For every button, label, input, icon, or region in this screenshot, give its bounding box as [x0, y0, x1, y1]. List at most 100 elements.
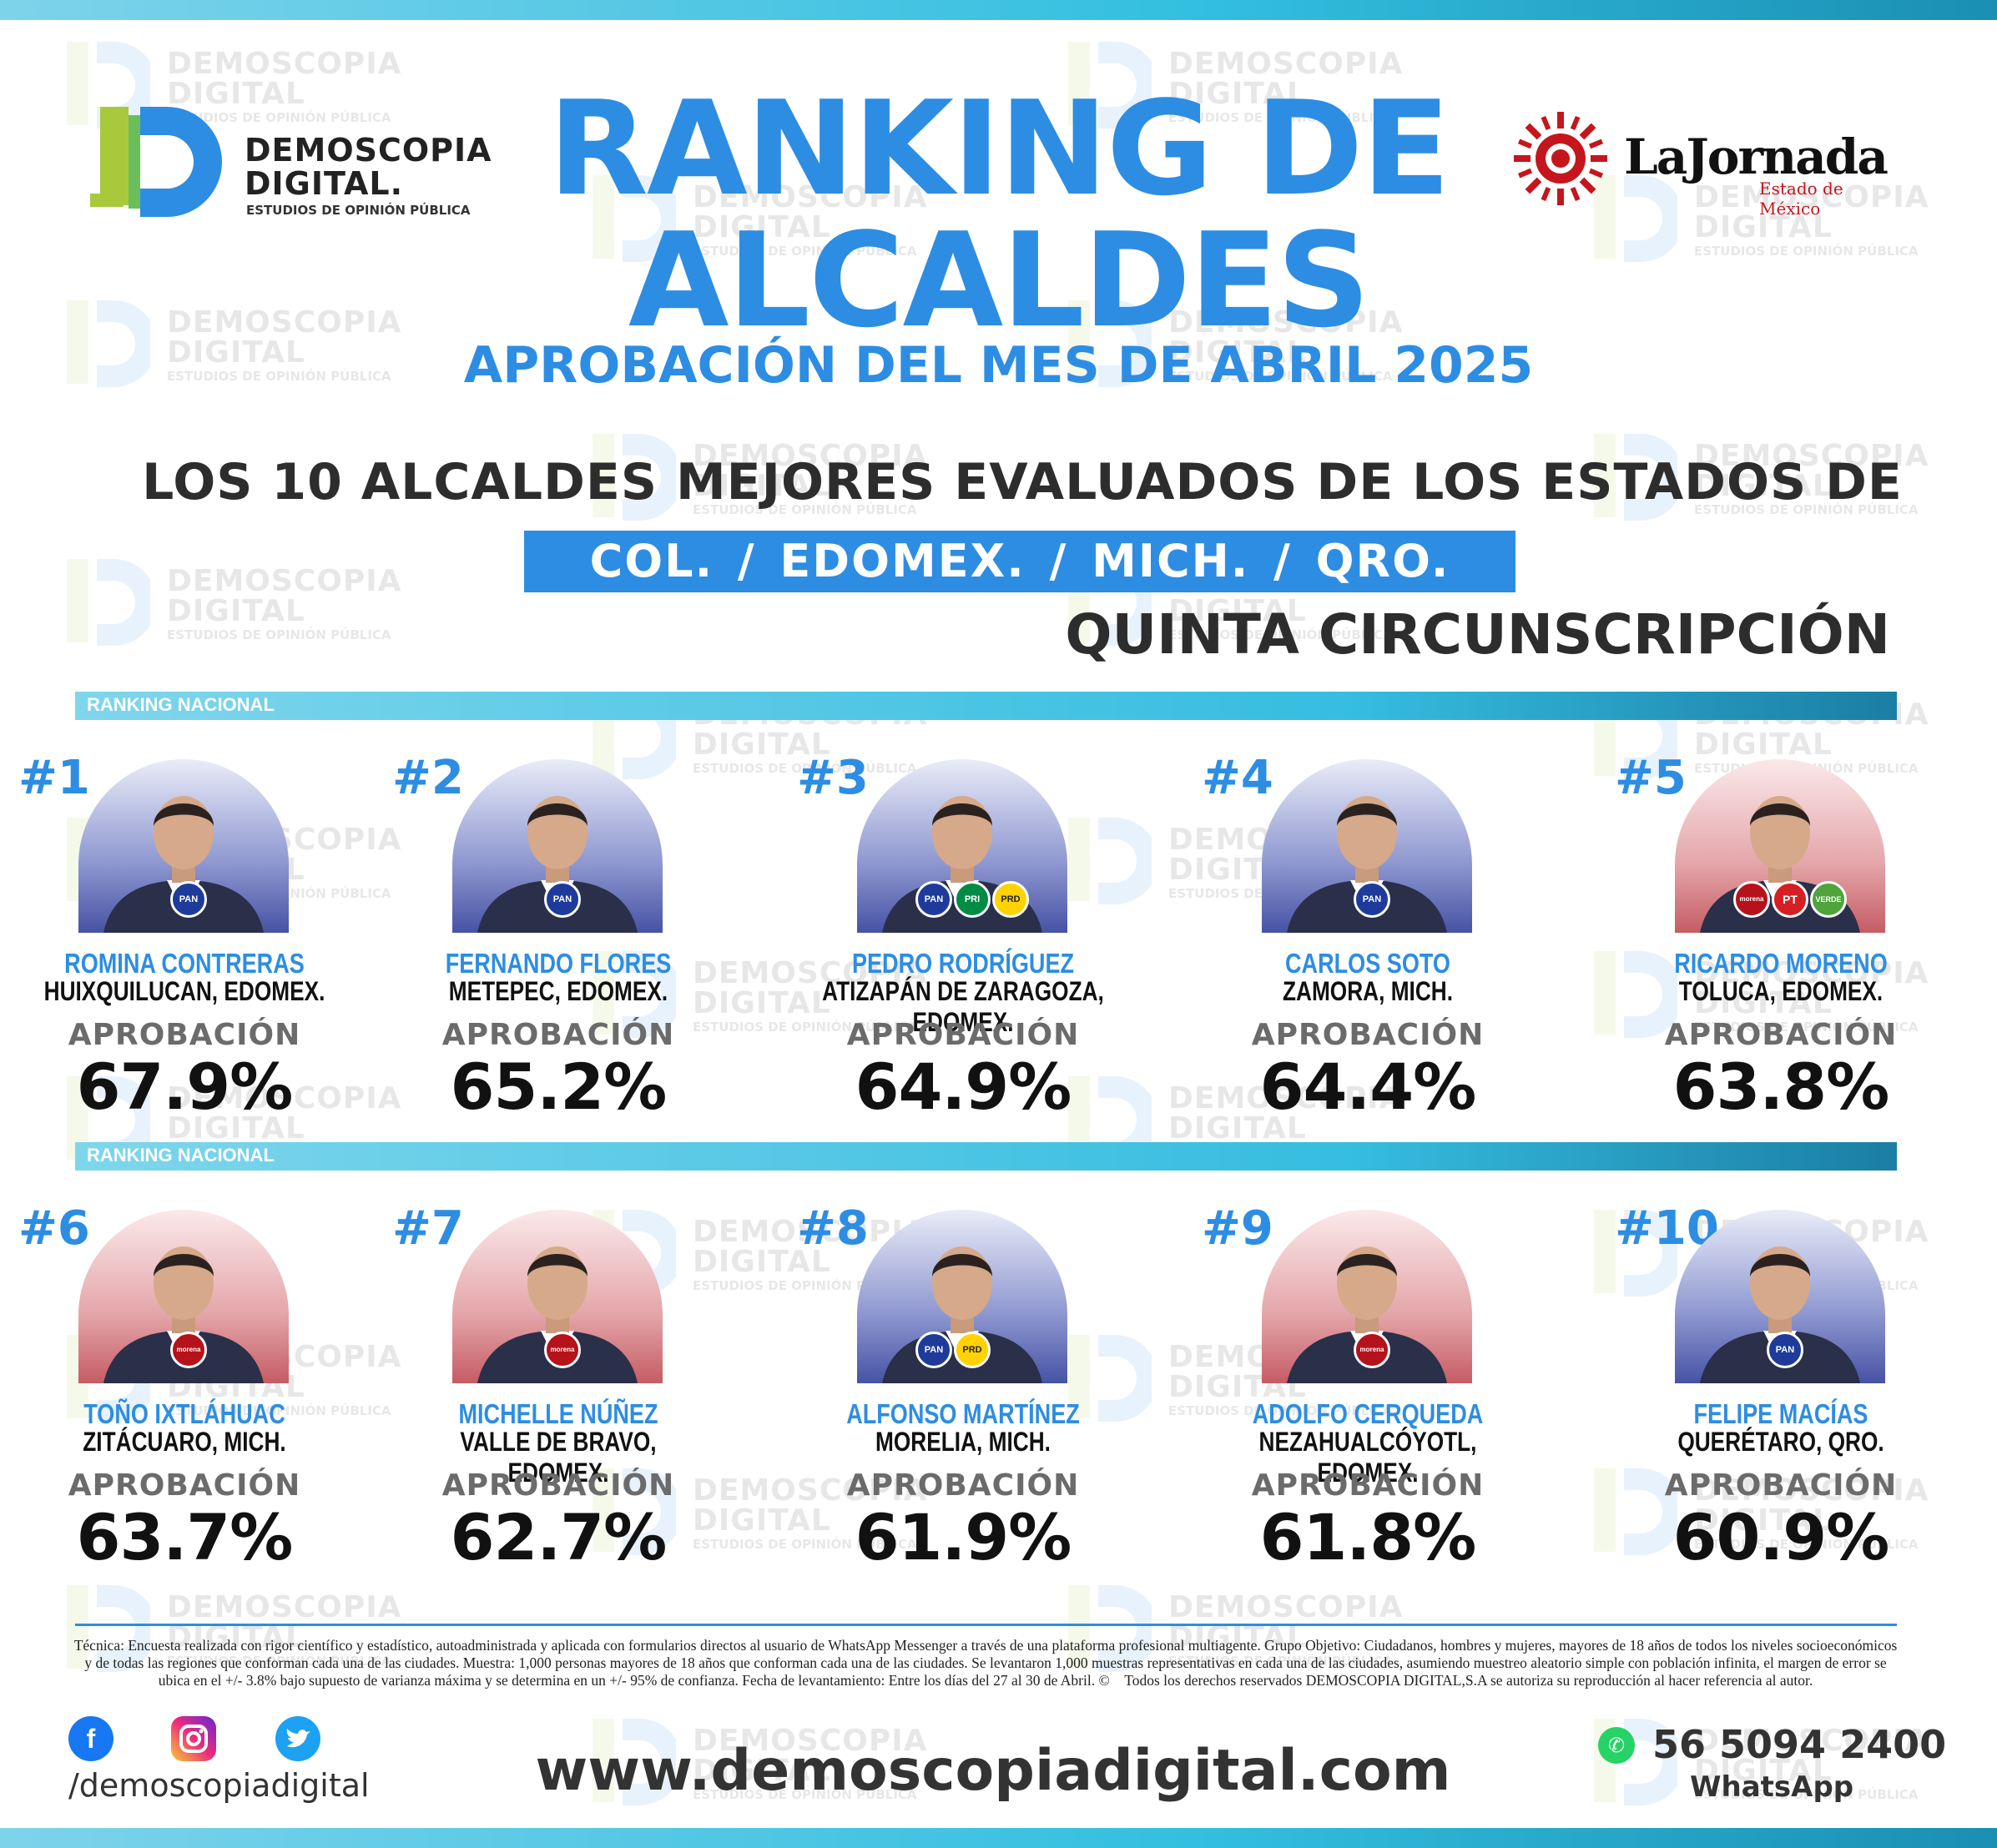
rank-number: #1 [18, 751, 90, 805]
candidate-card: #3 PAN PRI PRD PEDRO RODRÍGUEZ ATIZAPÁN DE ZA… [797, 751, 1189, 1151]
twitter-icon[interactable] [275, 1716, 320, 1761]
candidate-photo: morena [1262, 1210, 1472, 1383]
subtitle: APROBACIÓN DEL MES DE ABRIL 2025 [463, 336, 1534, 395]
circunscripcion-label: QUINTA CIRCUNSCRIPCIÓN [1065, 602, 1890, 667]
candidate-name: MICHELLE NÚÑEZ [458, 1398, 658, 1429]
logo-name-line1: DEMOSCOPIA [245, 132, 492, 169]
party-badge-pt: PT [1772, 881, 1808, 918]
party-badge-pan: PAN [915, 881, 952, 918]
rank-number: #6 [18, 1201, 90, 1256]
website-link[interactable]: www.demoscopiadigital.com [535, 1738, 1451, 1804]
approval-value: 61.8% [1259, 1500, 1477, 1574]
candidate-location: HUIXQUILUCAN, EDOMEX. [43, 976, 325, 1006]
demoscopia-logo: DEMOSCOPIA DIGITAL. ESTUDIOS DE OPINIÓN … [90, 107, 492, 219]
watermark-text: DIGITAL [167, 594, 305, 628]
candidate-card: #1 PAN ROMINA CONTRERAS HUIXQUILUCAN, EDOME… [18, 751, 411, 1151]
party-badge-prd: PRD [954, 1332, 991, 1368]
approval-label: APROBACIÓN [846, 1468, 1080, 1503]
watermark-d-icon [67, 559, 150, 646]
candidate-card: #8 PAN PRD ALFONSO MARTÍNEZ MORELIA, MICH. AP… [797, 1201, 1189, 1602]
approval-label: APROBACIÓN [441, 1468, 675, 1503]
party-badge-pan: PAN [544, 881, 581, 918]
lajornada-logo: LaJornada Estado de México [1509, 108, 1901, 219]
candidate-photo: PAN [1262, 759, 1472, 933]
candidate-photo: morena PT VERDE [1675, 759, 1885, 933]
social-handle[interactable]: /demoscopiadigital [68, 1767, 370, 1804]
title-line1: RANKING DE [547, 73, 1450, 224]
phone-number[interactable]: 56 5094 2400 [1652, 1722, 1947, 1767]
candidate-photo: morena [452, 1210, 663, 1383]
ranking-bar-row1: RANKING NACIONAL [75, 692, 1897, 720]
states-banner: COL. / EDOMEX. / MICH. / QRO. [524, 531, 1515, 592]
candidate-card: #7 morena MICHELLE NÚÑEZ VALLE DE BRAVO, ED… [392, 1201, 784, 1602]
candidate-name: PEDRO RODRÍGUEZ [851, 948, 1075, 979]
candidate-name: TOÑO IXTLÁHUAC [83, 1398, 285, 1429]
candidate-name: ROMINA CONTRERAS [64, 948, 305, 979]
party-badge-morena: morena [1733, 881, 1770, 918]
ranking-bar-label: RANKING NACIONAL [87, 694, 275, 715]
sun-emblem-icon [1514, 112, 1607, 205]
approval-label: APROBACIÓN [1251, 1468, 1485, 1503]
candidate-photo: PAN PRI PRD [857, 759, 1067, 933]
approval-label: APROBACIÓN [441, 1018, 675, 1052]
approval-label: APROBACIÓN [1251, 1018, 1485, 1052]
instagram-icon[interactable] [171, 1716, 216, 1761]
party-badge-pan: PAN [170, 881, 207, 918]
candidate-location: QUERÉTARO, QRO. [1677, 1427, 1884, 1457]
rank-number: #9 [1202, 1201, 1273, 1256]
party-badge-morena: morena [170, 1332, 207, 1368]
approval-value: 60.9% [1672, 1500, 1890, 1574]
methodology-note: Técnica: Encuesta realizada con rigor ci… [73, 1637, 1898, 1689]
candidate-location: ATIZAPÁN DE ZARAGOZA, EDOMEX. [822, 976, 1104, 1037]
candidate-name: FELIPE MACÍAS [1693, 1398, 1868, 1429]
party-badge-pan: PAN [1354, 881, 1390, 918]
watermark-text: ESTUDIOS DE OPINIÓN PÚBLICA [167, 627, 391, 642]
top-accent-bar [0, 0, 1997, 20]
candidate-card: #9 morena ADOLFO CERQUEDA NEZAHUALCÓYOTL, E… [1202, 1201, 1594, 1602]
whatsapp-icon[interactable]: ✆ [1598, 1727, 1635, 1764]
approval-value: 65.2% [450, 1050, 668, 1124]
logo-tagline: ESTUDIOS DE OPINIÓN PÚBLICA [246, 203, 471, 218]
candidate-card: #6 morena TOÑO IXTLÁHUAC ZITÁCUARO, MICH. AP… [18, 1201, 411, 1602]
title-line2: ALCALDES [628, 204, 1370, 356]
approval-label: APROBACIÓN [846, 1018, 1080, 1052]
candidate-photo: PAN [78, 759, 289, 933]
ranking-bar-row2: RANKING NACIONAL [75, 1142, 1897, 1171]
footer-divider [75, 1624, 1897, 1626]
party-badge-morena: morena [544, 1332, 581, 1368]
watermark-text: DEMOSCOPIA [167, 564, 402, 598]
approval-value: 62.7% [450, 1500, 668, 1574]
approval-value: 63.8% [1672, 1050, 1890, 1124]
approval-label: APROBACIÓN [1664, 1018, 1898, 1052]
candidate-name: FERNANDO FLORES [445, 948, 672, 979]
rank-number: #2 [392, 751, 464, 805]
approval-value: 61.9% [855, 1500, 1072, 1574]
party-badge-pan: PAN [1767, 1332, 1803, 1368]
party-badge-pri: PRI [954, 881, 991, 918]
approval-label: APROBACIÓN [1664, 1468, 1898, 1503]
party-badge-morena: morena [1354, 1332, 1390, 1368]
candidate-photo: morena [78, 1210, 289, 1383]
candidate-name: ALFONSO MARTÍNEZ [846, 1398, 1080, 1429]
approval-value: 67.9% [76, 1050, 294, 1124]
candidate-location: ZAMORA, MICH. [1282, 976, 1454, 1006]
lajornada-name: LaJornada [1624, 128, 1889, 185]
logo-name-line2: DIGITAL. [245, 165, 404, 202]
party-badge-prd: PRD [992, 881, 1029, 918]
candidate-location: ZITÁCUARO, MICH. [83, 1427, 286, 1457]
facebook-icon[interactable]: f [68, 1716, 113, 1761]
candidate-name: ADOLFO CERQUEDA [1252, 1398, 1484, 1429]
headline: LOS 10 ALCALDES MEJORES EVALUADOS DE LOS… [142, 453, 1903, 511]
watermark-text: DEMOSCOPIA [167, 47, 402, 81]
candidate-location: NEZAHUALCÓYOTL, EDOMEX. [1258, 1427, 1477, 1488]
candidate-card: #5 morena PT VERDE RICARDO MORENO TOLUCA, EDO… [1615, 751, 1997, 1151]
approval-value: 64.4% [1259, 1050, 1477, 1124]
approval-label: APROBACIÓN [68, 1018, 301, 1052]
candidate-photo: PAN [1675, 1210, 1885, 1383]
rank-number: #5 [1615, 751, 1687, 805]
candidate-name: CARLOS SOTO [1285, 948, 1450, 979]
candidate-location: MORELIA, MICH. [875, 1427, 1051, 1457]
party-badge-verde: VERDE [1810, 881, 1847, 918]
candidate-location: METEPEC, EDOMEX. [448, 976, 668, 1006]
